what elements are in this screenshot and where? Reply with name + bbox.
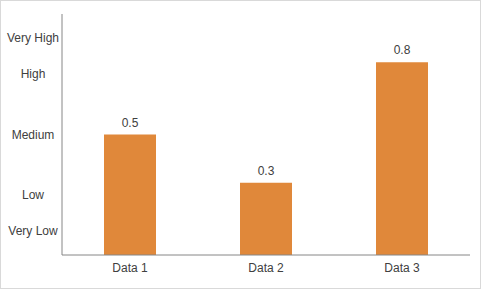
svg-text:Data 2: Data 2 xyxy=(248,261,284,275)
svg-text:0.3: 0.3 xyxy=(258,164,275,178)
svg-text:0.8: 0.8 xyxy=(394,43,411,57)
svg-text:Low: Low xyxy=(22,188,44,202)
svg-text:0.5: 0.5 xyxy=(122,116,139,130)
svg-text:High: High xyxy=(21,67,46,81)
svg-text:Medium: Medium xyxy=(12,128,55,142)
svg-text:Data 3: Data 3 xyxy=(384,261,420,275)
svg-text:Very Low: Very Low xyxy=(8,224,58,238)
svg-text:Data 1: Data 1 xyxy=(112,261,148,275)
svg-text:Very High: Very High xyxy=(8,31,59,45)
